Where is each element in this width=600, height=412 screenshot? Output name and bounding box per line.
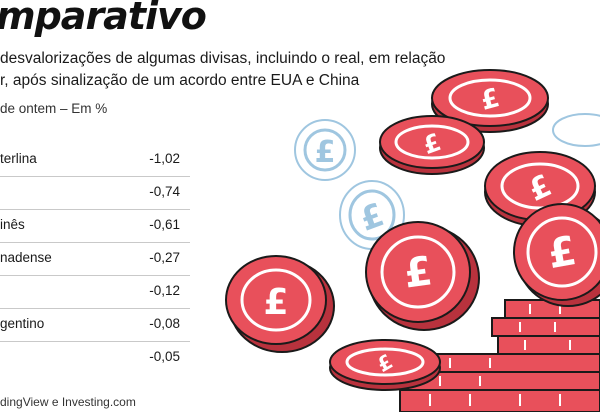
unit-note: de ontem – Em % [0, 101, 108, 116]
table-row: -0,05 [0, 342, 190, 375]
red-coin-icon [329, 339, 441, 391]
pound-icon: £ [401, 248, 435, 297]
row-value: -0,08 [149, 316, 180, 331]
coin-stack-illustration [399, 299, 600, 412]
row-label: inês [0, 217, 25, 232]
table-row: -0,12 [0, 276, 190, 309]
pound-icon: £ [315, 135, 336, 170]
pound-symbols: £££££££££ [263, 83, 579, 377]
table-row: -0,74 [0, 177, 190, 210]
row-value: -0,05 [149, 349, 180, 364]
subtitle-line-1: desvalorizações de algumas divisas, incl… [0, 50, 446, 67]
table-row: gentino -0,08 [0, 309, 190, 342]
red-coin-icon [365, 221, 480, 331]
blue-coin-icon [294, 119, 356, 181]
red-coin-icon [431, 69, 549, 133]
page-title: mparativo [0, 0, 207, 38]
red-coin-icon [513, 203, 600, 307]
subtitle: desvalorizações de algumas divisas, incl… [0, 48, 470, 92]
row-value: -0,12 [149, 283, 180, 298]
table-row: nadense -0,27 [0, 243, 190, 276]
source-note: dingView e Investing.com [0, 395, 136, 409]
row-label: nadense [0, 250, 52, 265]
table-row: inês -0,61 [0, 210, 190, 243]
row-value: -0,27 [149, 250, 180, 265]
pound-icon: £ [263, 282, 288, 323]
row-label: gentino [0, 316, 45, 331]
row-value: -0,61 [149, 217, 180, 232]
red-coin-icon [379, 115, 485, 175]
table-row: terlina -1,02 [0, 144, 190, 177]
currency-table: terlina -1,02 -0,74 inês -0,61 nadense -… [0, 144, 190, 375]
row-value: -1,02 [149, 151, 180, 166]
row-value: -0,74 [149, 184, 180, 199]
blue-coin-icon [552, 113, 600, 147]
subtitle-line-2: r, após sinalização de um acordo entre E… [0, 72, 360, 89]
red-coin-icon [225, 255, 335, 353]
row-label: terlina [0, 151, 37, 166]
